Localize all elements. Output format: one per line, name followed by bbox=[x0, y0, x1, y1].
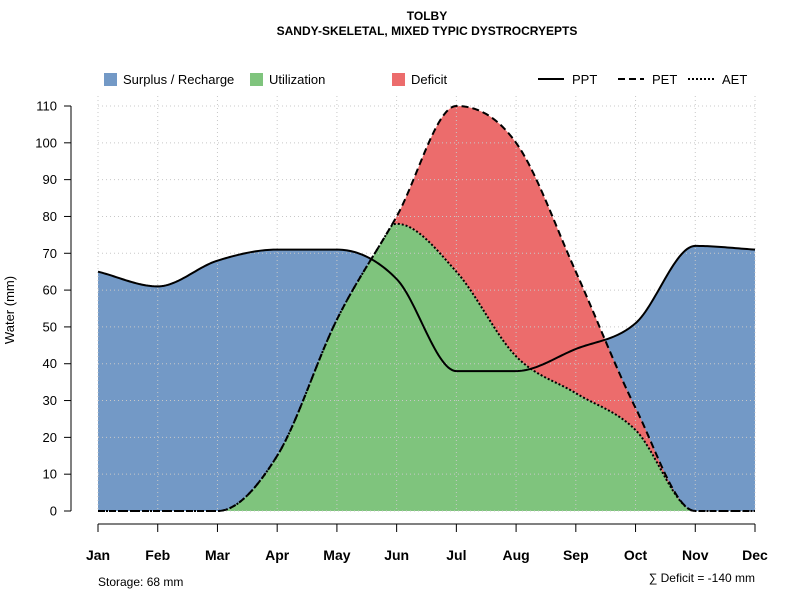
y-tick-label: 40 bbox=[43, 356, 57, 371]
x-tick-label: Mar bbox=[205, 547, 230, 563]
legend-item-surplus-recharge: Surplus / Recharge bbox=[104, 72, 234, 87]
y-tick-label: 0 bbox=[50, 504, 57, 519]
legend-item-ppt: PPT bbox=[538, 72, 597, 87]
y-tick-label: 10 bbox=[43, 467, 57, 482]
areas-layer bbox=[98, 106, 755, 511]
x-tick-label: Sep bbox=[563, 547, 589, 563]
legend-item-utilization: Utilization bbox=[250, 72, 325, 87]
y-tick-label: 60 bbox=[43, 283, 57, 298]
chart-title: TOLBY bbox=[407, 9, 447, 23]
x-tick-label: Oct bbox=[624, 547, 648, 563]
y-tick-label: 30 bbox=[43, 393, 57, 408]
x-tick-label: Jun bbox=[384, 547, 409, 563]
x-tick-label: Nov bbox=[682, 547, 709, 563]
legend-item-pet: PET bbox=[618, 72, 677, 87]
x-tick-label: Jan bbox=[86, 547, 110, 563]
legend: Surplus / Recharge Utilization Deficit PPT P… bbox=[104, 72, 747, 87]
grid-layer bbox=[97, 96, 756, 512]
legend-label: Utilization bbox=[269, 72, 325, 87]
y-tick-label: 70 bbox=[43, 246, 57, 261]
y-tick-label: 110 bbox=[36, 99, 57, 114]
y-tick-label: 90 bbox=[43, 172, 57, 187]
legend-swatch bbox=[392, 73, 405, 86]
deficit-area bbox=[98, 106, 755, 511]
ppt-line bbox=[97, 244, 756, 373]
axes-layer: TOLBY SANDY-SKELETAL, MIXED TYPIC DYSTRO… bbox=[2, 9, 768, 589]
aet-line bbox=[98, 222, 755, 512]
legend-label: Surplus / Recharge bbox=[123, 72, 234, 87]
legend-label: PET bbox=[652, 72, 677, 87]
legend-item-aet: AET bbox=[688, 72, 747, 87]
chart-subtitle: SANDY-SKELETAL, MIXED TYPIC DYSTROCRYEPT… bbox=[277, 24, 578, 38]
storage-note: Storage: 68 mm bbox=[98, 575, 183, 589]
legend-item-deficit: Deficit bbox=[392, 72, 448, 87]
legend-swatch bbox=[104, 73, 117, 86]
legend-label: PPT bbox=[572, 72, 597, 87]
x-tick-label: Feb bbox=[145, 547, 170, 563]
x-tick-label: Aug bbox=[502, 547, 529, 563]
x-tick-label: Apr bbox=[265, 547, 290, 563]
utilization-area bbox=[98, 223, 755, 511]
x-tick-label: Dec bbox=[742, 547, 768, 563]
y-tick-label: 100 bbox=[35, 135, 57, 150]
legend-swatch bbox=[250, 73, 263, 86]
x-tick-label: Jul bbox=[446, 547, 466, 563]
legend-label: AET bbox=[722, 72, 747, 87]
x-tick-label: May bbox=[323, 547, 350, 563]
y-axis-label: Water (mm) bbox=[2, 276, 17, 344]
y-tick-label: 20 bbox=[43, 430, 57, 445]
deficit-note: ∑ Deficit = -140 mm bbox=[649, 571, 755, 585]
y-tick-label: 80 bbox=[43, 209, 57, 224]
legend-label: Deficit bbox=[411, 72, 448, 87]
y-tick-label: 50 bbox=[43, 319, 57, 334]
series-lines-layer bbox=[97, 104, 756, 512]
